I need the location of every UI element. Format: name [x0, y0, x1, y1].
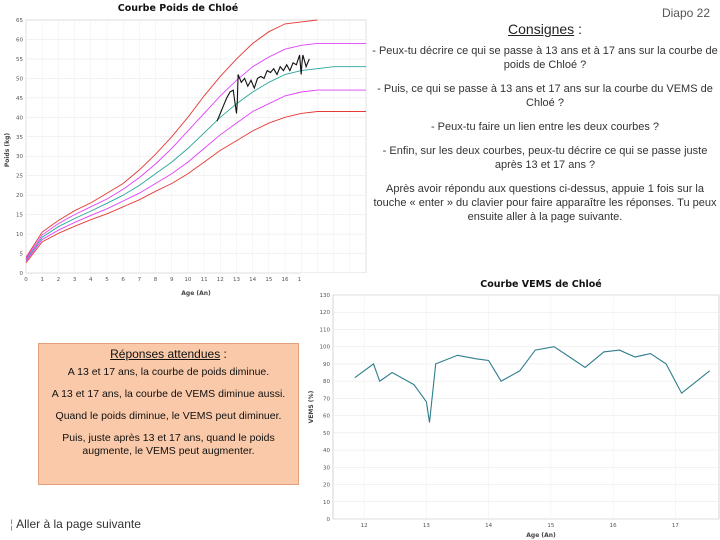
data-series-line-1	[216, 54, 310, 122]
x-tick-label: 0	[24, 277, 28, 283]
answer-item-2: A 13 et 17 ans, la courbe de VEMS diminu…	[51, 388, 286, 400]
y-tick-label: 50	[16, 76, 23, 82]
answer-item-3: Quand le poids diminue, le VEMS peut dim…	[55, 410, 282, 422]
x-tick-label: 10	[184, 277, 191, 283]
y-tick-label: 20	[323, 483, 330, 489]
y-tick-label: 10	[323, 500, 330, 506]
y-tick-label: 30	[16, 154, 23, 160]
instructions-panel: Consignes : - Peux-tu décrire ce qui se …	[372, 22, 718, 234]
y-tick-label: 100	[320, 345, 331, 351]
instruction-paragraph-3: - Peux-tu faire un lien entre les deux c…	[430, 121, 660, 133]
x-tick-label: 5	[105, 277, 109, 283]
x-tick-label: 13	[233, 277, 240, 283]
y-tick-label: 130	[320, 293, 331, 299]
instruction-paragraph-1: - Peux-tu décrire ce qui se passe à 13 a…	[372, 45, 718, 71]
poids-y-axis-label: Poids (kg)	[4, 133, 11, 168]
y-tick-label: 65	[16, 18, 23, 24]
y-tick-label: 110	[320, 327, 331, 333]
y-tick-label: 80	[323, 379, 330, 385]
y-tick-label: 10	[16, 232, 23, 238]
instruction-paragraph-5: Après avoir répondu aux questions ci-des…	[373, 183, 717, 223]
reference-curve-4	[25, 89, 366, 262]
instructions-title: Consignes :	[372, 22, 718, 36]
poids-series	[216, 54, 310, 122]
next-page-link-label[interactable]: Aller à la page suivante	[16, 517, 141, 531]
vems-x-axis-label: Age (An)	[526, 532, 556, 539]
vems-grid	[333, 294, 719, 520]
answers-title-suffix: :	[220, 347, 227, 361]
vems-series	[354, 346, 711, 423]
x-tick-label: 14	[249, 277, 256, 283]
x-tick-label: 1	[40, 277, 44, 283]
poids-chart-title: Courbe Poids de Chloé	[118, 3, 239, 14]
x-tick-label: 15	[547, 523, 554, 529]
vems-plot-area	[332, 294, 720, 520]
x-tick-label: 11	[201, 277, 208, 283]
answers-box: Réponses attendues : A 13 et 17 ans, la …	[38, 343, 299, 485]
x-tick-label: 16	[282, 277, 289, 283]
reference-curve-5	[25, 111, 366, 264]
answer-item-1: A 13 et 17 ans, la courbe de poids dimin…	[67, 366, 270, 378]
y-tick-label: 5	[20, 252, 24, 258]
y-tick-label: 40	[323, 448, 330, 454]
x-tick-label: 15	[265, 277, 272, 283]
y-tick-label: 0	[327, 517, 331, 523]
reference-curve-1	[25, 19, 318, 258]
poids-grid	[25, 19, 367, 274]
poids-x-axis-label: Age (An)	[181, 290, 211, 297]
y-tick-label: 20	[16, 193, 23, 199]
poids-chart-svg: Courbe Poids de Chloé 0 1 2 3 4 5 6 7 8 9 10 11 12 13…	[4, 3, 370, 297]
x-tick-label: 13	[423, 523, 430, 529]
instructions-title-suffix: :	[574, 21, 582, 37]
y-tick-label: 60	[323, 414, 330, 420]
poids-chart: Courbe Poids de Chloé 0 1 2 3 4 5 6 7 8 9 10 11 12 13…	[0, 0, 370, 297]
slide-number: Diapo 22	[661, 6, 710, 20]
poids-plot-area	[25, 19, 367, 274]
vems-chart-svg: Courbe VEMS de Chloé 12 13 14 15 16 17 0 10 20 3…	[308, 279, 720, 539]
x-tick-label: 7	[138, 277, 142, 283]
y-tick-label: 55	[16, 57, 23, 63]
vems-y-axis-label: VEMS (%)	[308, 390, 315, 423]
next-page-link[interactable]: ¦ Aller à la page suivante	[10, 517, 141, 531]
x-tick-label: 3	[73, 277, 77, 283]
answer-item-4: Puis, juste après 13 et 17 ans, quand le…	[62, 432, 275, 457]
vems-chart-title: Courbe VEMS de Chloé	[480, 279, 601, 290]
x-tick-label: 8	[154, 277, 158, 283]
y-tick-label: 120	[320, 310, 331, 316]
y-tick-label: 15	[16, 213, 23, 219]
y-tick-label: 0	[20, 271, 24, 277]
y-tick-label: 35	[16, 135, 23, 141]
poids-y-ticks: 0 5 10 15 20 25 30 35 40 45 50 55 60 65	[16, 18, 24, 277]
instructions-title-text: Consignes	[508, 21, 575, 37]
vems-chart: Courbe VEMS de Chloé 12 13 14 15 16 17 0 10 20 3…	[301, 273, 720, 540]
vems-x-ticks: 12 13 14 15 16 17	[361, 523, 680, 529]
poids-reference-curves	[25, 19, 366, 264]
y-tick-label: 45	[16, 96, 23, 102]
vems-y-ticks: 0 10 20 30 40 50 60 70 80 90 100 110 120 130	[320, 293, 331, 523]
x-tick-label: 9	[170, 277, 174, 283]
answers-title-text: Réponses attendues	[110, 347, 221, 361]
reference-curve-2	[25, 42, 366, 259]
y-tick-label: 30	[323, 465, 330, 471]
x-tick-label: 2	[57, 277, 61, 283]
x-tick-label: 12	[361, 523, 368, 529]
y-tick-label: 60	[16, 37, 23, 43]
y-tick-label: 50	[323, 431, 330, 437]
x-tick-label: 14	[485, 523, 492, 529]
instruction-paragraph-4: - Enfin, sur les deux courbes, peux-tu d…	[382, 145, 708, 171]
x-tick-label: 6	[121, 277, 125, 283]
y-tick-label: 25	[16, 174, 23, 180]
x-tick-label: 12	[217, 277, 224, 283]
y-tick-label: 40	[16, 115, 23, 121]
x-tick-label: 16	[610, 523, 617, 529]
x-tick-label: 4	[89, 277, 93, 283]
y-tick-label: 70	[323, 396, 330, 402]
answers-title: Réponses attendues :	[45, 348, 292, 361]
x-tick-label: 17	[672, 523, 679, 529]
reference-curve-3	[25, 66, 366, 261]
data-series-line-1	[354, 346, 711, 423]
instruction-paragraph-2: - Puis, ce qui se passe à 13 ans et 17 a…	[377, 83, 713, 109]
y-tick-label: 90	[323, 362, 330, 368]
link-bar-icon: ¦	[10, 517, 14, 531]
